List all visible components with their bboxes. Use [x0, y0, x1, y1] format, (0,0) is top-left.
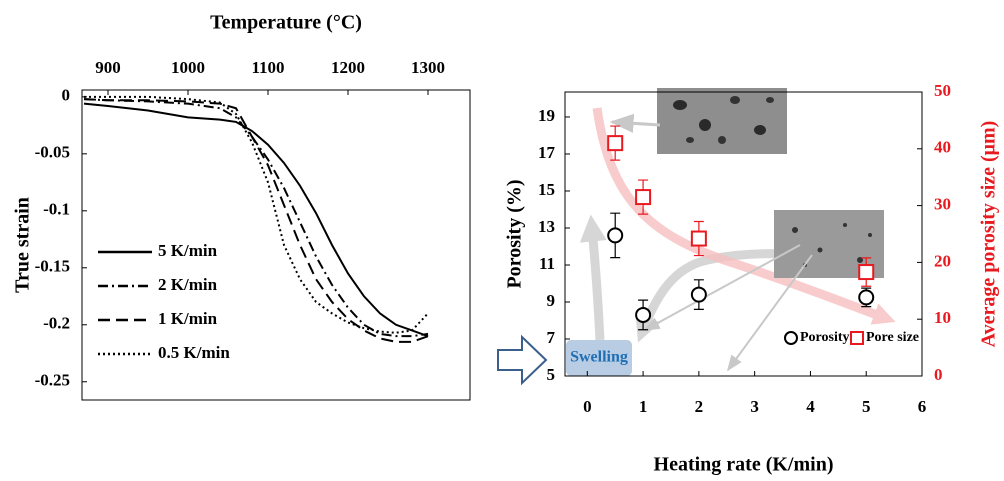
x-axis-title: Heating rate (K/min) [654, 454, 834, 476]
y2-axis-title: Average porosity size (μm) [978, 121, 1000, 348]
data-point [635, 306, 652, 323]
x-tick-label: 1000 [171, 58, 205, 77]
data-point [858, 289, 875, 306]
series-line [83, 98, 429, 343]
data-point [607, 227, 624, 244]
x-axis-title: Temperature (°C) [210, 12, 362, 34]
y-axis-title: Porosity (%) [504, 179, 526, 288]
x-tick-label: 0 [583, 397, 592, 416]
y-tick-label: -0.15 [35, 257, 70, 276]
data-point [607, 135, 624, 152]
sem-image [657, 88, 787, 154]
y-tick-label: -0.2 [43, 314, 70, 333]
y2-tick-label: 30 [934, 195, 951, 214]
legend-label: 0.5 K/min [158, 343, 230, 362]
transition-arrow [497, 334, 548, 386]
y-tick-label: 19 [538, 106, 555, 125]
data-point [635, 189, 652, 206]
y2-tick-label: 50 [934, 81, 951, 100]
y-tick-label: 0 [62, 86, 71, 105]
x-tick-label: 900 [95, 58, 121, 77]
x-tick-label: 4 [806, 397, 815, 416]
y2-tick-label: 40 [934, 138, 951, 157]
x-tick-label: 6 [918, 397, 927, 416]
y-tick-label: 13 [538, 217, 555, 236]
annotation: Swelling [570, 349, 628, 366]
swelling-box [566, 340, 632, 376]
x-tick-label: 1200 [331, 58, 365, 77]
data-point [858, 264, 875, 281]
y-tick-label: 17 [538, 143, 556, 162]
legend-label: 2 K/min [158, 275, 218, 294]
x-tick-label: 1300 [411, 58, 445, 77]
legend-swatch [850, 331, 864, 345]
y-tick-label: -0.25 [35, 371, 70, 390]
legend-label: 5 K/min [158, 241, 218, 260]
plot-frame [81, 89, 471, 401]
data-point [690, 230, 707, 247]
series-line [83, 102, 429, 338]
x-tick-label: 1 [639, 397, 648, 416]
series-line [84, 95, 429, 334]
pointer-arrow [727, 254, 813, 372]
y-tick-label: -0.1 [43, 200, 70, 219]
y-axis-title: True strain [12, 197, 34, 293]
plot-frame [564, 91, 923, 377]
y2-tick-label: 20 [934, 251, 951, 270]
y2-tick-label: 0 [934, 365, 943, 384]
y-tick-label: 7 [547, 328, 556, 347]
legend-label: Pore size [866, 330, 919, 345]
x-tick-label: 3 [750, 397, 759, 416]
y-tick-label: 11 [539, 254, 555, 273]
y-tick-label: 15 [538, 180, 555, 199]
x-tick-label: 1100 [251, 58, 284, 77]
y2-tick-label: 10 [934, 308, 951, 327]
x-tick-label: 2 [695, 397, 704, 416]
pointer-arrow [643, 244, 801, 331]
series-line [83, 98, 429, 338]
trend-arrow [579, 214, 607, 341]
trend-arrow [592, 107, 896, 325]
x-tick-label: 5 [862, 397, 871, 416]
data-point [690, 286, 707, 303]
y-tick-label: -0.05 [35, 143, 70, 162]
y-tick-label: 5 [547, 365, 556, 384]
legend-swatch [784, 331, 798, 345]
legend-label: Porosity [800, 330, 850, 345]
pointer-arrow [609, 113, 661, 133]
legend-label: 1 K/min [158, 309, 218, 328]
y-tick-label: 9 [547, 291, 556, 310]
